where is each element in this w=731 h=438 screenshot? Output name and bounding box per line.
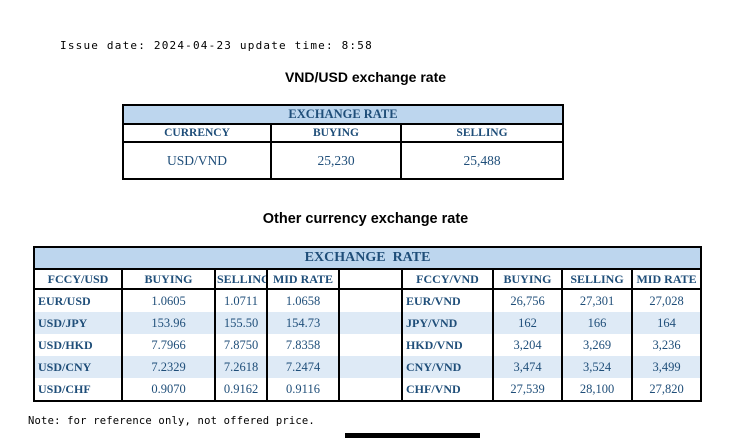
- pair-cell: HKD/VND: [401, 334, 494, 356]
- pair-cell: USD/CNY: [33, 356, 123, 378]
- pair-cell: USD/CHF: [33, 378, 123, 401]
- data-cell: 3,236: [630, 334, 703, 356]
- t1-col-selling: SELLING: [400, 123, 564, 143]
- data-cell: 27,028: [630, 289, 703, 312]
- table-row-eur: EUR/USD 1.0605 1.0711 1.0658 EUR/VND 26,…: [33, 289, 703, 312]
- pair-cell: CNY/VND: [401, 356, 494, 378]
- data-cell: 3,204: [492, 334, 563, 356]
- data-cell: 27,539: [492, 378, 563, 401]
- data-cell: 3,499: [630, 356, 703, 378]
- data-cell: 166: [561, 312, 633, 334]
- data-cell: 155.50: [214, 312, 268, 334]
- other-currency-rate-table: EXCHANGE RATE FCCY/USD BUYING SELLING MI…: [32, 246, 703, 402]
- t2-col-midrate-left: MID RATE: [266, 269, 340, 290]
- t1-cell-selling: 25,488: [400, 141, 564, 180]
- pair-cell: USD/HKD: [33, 334, 123, 356]
- data-cell: 0.9070: [121, 378, 216, 401]
- pair-cell: EUR/USD: [33, 289, 123, 312]
- t2-banner-row: EXCHANGE RATE: [32, 247, 703, 270]
- usd-vnd-rate-table: EXCHANGE RATE CURRENCY BUYING SELLING US…: [122, 104, 564, 180]
- t1-banner-cell: EXCHANGE RATE: [122, 104, 564, 125]
- data-cell: 7.8750: [214, 334, 268, 356]
- table-row-jpy: USD/JPY 153.96 155.50 154.73 JPY/VND 162…: [33, 312, 703, 334]
- data-cell: 0.9116: [266, 378, 340, 401]
- t2-header-row: FCCY/USD BUYING SELLING MID RATE FCCY/VN…: [33, 269, 703, 290]
- gap-cell: [338, 356, 403, 378]
- t2-gap-cell: [338, 269, 403, 290]
- data-cell: 26,756: [492, 289, 563, 312]
- data-cell: 1.0711: [214, 289, 268, 312]
- gap-cell: [338, 334, 403, 356]
- t2-col-fccy-usd: FCCY/USD: [33, 269, 123, 290]
- t2-col-selling-right: SELLING: [561, 269, 633, 290]
- t1-data-row: USD/VND 25,230 25,488: [122, 141, 564, 180]
- t2-col-selling-left: SELLING: [214, 269, 268, 290]
- t2-col-midrate-right: MID RATE: [630, 269, 703, 290]
- data-cell: 162: [492, 312, 563, 334]
- data-cell: 153.96: [121, 312, 216, 334]
- data-cell: 27,301: [561, 289, 633, 312]
- t1-banner-row: EXCHANGE RATE: [122, 104, 564, 125]
- pair-cell: CHF/VND: [401, 378, 494, 401]
- table-row-hkd: USD/HKD 7.7966 7.8750 7.8358 HKD/VND 3,2…: [33, 334, 703, 356]
- issue-date-text: Issue date: 2024-04-23 update time: 8:58: [60, 39, 373, 52]
- data-cell: 3,474: [492, 356, 563, 378]
- data-cell: 1.0658: [266, 289, 340, 312]
- data-cell: 3,524: [561, 356, 633, 378]
- gap-cell: [338, 289, 403, 312]
- t1-cell-pair: USD/VND: [122, 141, 272, 180]
- t1-col-currency: CURRENCY: [122, 123, 272, 143]
- data-cell: 28,100: [561, 378, 633, 401]
- pair-cell: USD/JPY: [33, 312, 123, 334]
- gap-cell: [338, 378, 403, 401]
- other-table-title: Other currency exchange rate: [262, 211, 469, 227]
- t1-cell-buying: 25,230: [270, 141, 402, 180]
- bottom-bar-fragment: [345, 433, 480, 438]
- pair-cell: JPY/VND: [401, 312, 494, 334]
- data-cell: 1.0605: [121, 289, 216, 312]
- data-cell: 154.73: [266, 312, 340, 334]
- data-cell: 7.2618: [214, 356, 268, 378]
- data-cell: 0.9162: [214, 378, 268, 401]
- table-row-cny: USD/CNY 7.2329 7.2618 7.2474 CNY/VND 3,4…: [33, 356, 703, 378]
- t2-col-buying-right: BUYING: [492, 269, 563, 290]
- table-row-chf: USD/CHF 0.9070 0.9162 0.9116 CHF/VND 27,…: [33, 378, 703, 401]
- data-cell: 7.2329: [121, 356, 216, 378]
- data-cell: 27,820: [630, 378, 703, 401]
- data-cell: 3,269: [561, 334, 633, 356]
- t1-col-buying: BUYING: [270, 123, 402, 143]
- gap-cell: [338, 312, 403, 334]
- t2-banner-cell: EXCHANGE RATE: [32, 247, 703, 270]
- reference-note: Note: for reference only, not offered pr…: [28, 415, 315, 427]
- t1-header-row: CURRENCY BUYING SELLING: [122, 123, 564, 143]
- pair-cell: EUR/VND: [401, 289, 494, 312]
- usd-table-title: VND/USD exchange rate: [284, 69, 447, 85]
- data-cell: 164: [630, 312, 703, 334]
- data-cell: 7.2474: [266, 356, 340, 378]
- data-cell: 7.7966: [121, 334, 216, 356]
- t2-col-fccy-vnd: FCCY/VND: [401, 269, 494, 290]
- t2-col-buying-left: BUYING: [121, 269, 216, 290]
- data-cell: 7.8358: [266, 334, 340, 356]
